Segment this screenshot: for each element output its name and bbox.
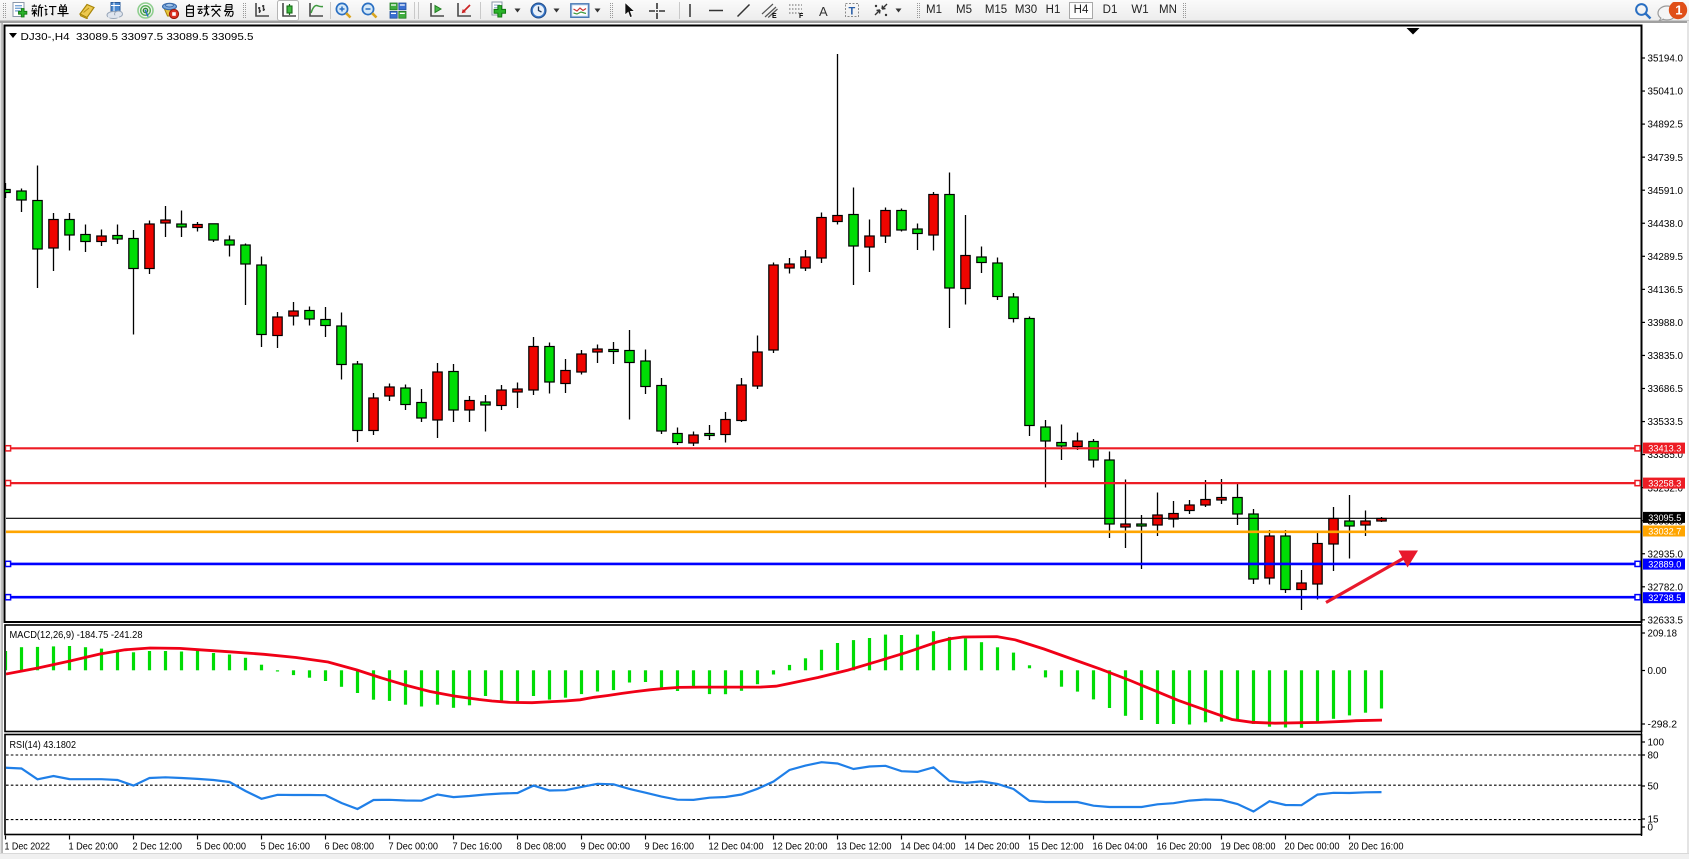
svg-text:5 Dec 00:00: 5 Dec 00:00: [197, 842, 247, 853]
svg-text:34739.5: 34739.5: [1648, 153, 1684, 164]
svg-text:34136.5: 34136.5: [1648, 285, 1684, 296]
svg-text:8 Dec 08:00: 8 Dec 08:00: [517, 842, 567, 853]
svg-text:2 Dec 12:00: 2 Dec 12:00: [133, 842, 183, 853]
svg-text:209.18: 209.18: [1648, 629, 1678, 640]
svg-text:12 Dec 04:00: 12 Dec 04:00: [709, 842, 764, 853]
svg-text:13 Dec 12:00: 13 Dec 12:00: [837, 842, 892, 853]
svg-text:34892.5: 34892.5: [1648, 120, 1684, 131]
svg-text:32889.0: 32889.0: [1648, 560, 1681, 571]
svg-text:9 Dec 16:00: 9 Dec 16:00: [645, 842, 695, 853]
svg-text:33095.5: 33095.5: [1648, 513, 1681, 524]
svg-text:33258.3: 33258.3: [1648, 479, 1681, 490]
svg-text:7 Dec 00:00: 7 Dec 00:00: [389, 842, 439, 853]
svg-text:-298.2: -298.2: [1648, 720, 1678, 731]
svg-text:32782.0: 32782.0: [1648, 582, 1684, 593]
svg-text:DJ30-,H4 33089.5 33097.5 3308: DJ30-,H4 33089.5 33097.5 33089.5 33095.5: [21, 31, 254, 43]
svg-text:34289.5: 34289.5: [1648, 252, 1684, 263]
svg-text:20 Dec 00:00: 20 Dec 00:00: [1285, 842, 1340, 853]
svg-text:14 Dec 04:00: 14 Dec 04:00: [901, 842, 956, 853]
svg-text:0: 0: [1648, 823, 1654, 834]
svg-text:16 Dec 20:00: 16 Dec 20:00: [1157, 842, 1212, 853]
svg-text:E: E: [772, 13, 777, 19]
svg-text:34591.0: 34591.0: [1648, 186, 1684, 197]
svg-text:7 Dec 16:00: 7 Dec 16:00: [453, 842, 503, 853]
svg-text:5 Dec 16:00: 5 Dec 16:00: [261, 842, 311, 853]
svg-text:33032.7: 33032.7: [1648, 527, 1681, 538]
svg-text:6 Dec 08:00: 6 Dec 08:00: [325, 842, 375, 853]
svg-text:35041.0: 35041.0: [1648, 87, 1684, 98]
svg-text:12 Dec 20:00: 12 Dec 20:00: [773, 842, 828, 853]
svg-text:15 Dec 12:00: 15 Dec 12:00: [1029, 842, 1084, 853]
svg-text:A: A: [819, 4, 828, 19]
svg-text:35194.0: 35194.0: [1648, 54, 1684, 65]
svg-text:14 Dec 20:00: 14 Dec 20:00: [965, 842, 1020, 853]
svg-text:20 Dec 16:00: 20 Dec 16:00: [1349, 842, 1404, 853]
svg-text:33533.5: 33533.5: [1648, 417, 1684, 428]
svg-text:15: 15: [1648, 815, 1659, 826]
svg-text:32633.5: 32633.5: [1648, 615, 1684, 626]
svg-text:33835.0: 33835.0: [1648, 351, 1684, 362]
svg-text:9 Dec 00:00: 9 Dec 00:00: [581, 842, 631, 853]
svg-text:34438.0: 34438.0: [1648, 219, 1684, 230]
svg-text:0.00: 0.00: [1648, 666, 1667, 677]
svg-text:MACD(12,26,9) -184.75 -241.28: MACD(12,26,9) -184.75 -241.28: [10, 629, 143, 641]
svg-text:80: 80: [1648, 751, 1659, 762]
svg-text:RSI(14) 43.1802: RSI(14) 43.1802: [10, 739, 77, 751]
svg-text:33686.5: 33686.5: [1648, 384, 1684, 395]
svg-text:16 Dec 04:00: 16 Dec 04:00: [1093, 842, 1148, 853]
svg-text:50: 50: [1648, 782, 1659, 793]
svg-text:19 Dec 08:00: 19 Dec 08:00: [1221, 842, 1276, 853]
svg-text:33232.0: 33232.0: [1648, 483, 1684, 494]
svg-text:F: F: [799, 13, 804, 19]
svg-text:33413.3: 33413.3: [1648, 444, 1681, 455]
svg-text:32738.5: 32738.5: [1648, 593, 1681, 604]
svg-text:1: 1: [1675, 3, 1682, 18]
svg-text:33988.0: 33988.0: [1648, 318, 1684, 329]
svg-text:32935.0: 32935.0: [1648, 549, 1684, 560]
svg-text:33385.0: 33385.0: [1648, 450, 1684, 461]
svg-text:1 Dec 20:00: 1 Dec 20:00: [69, 842, 119, 853]
svg-text:100: 100: [1648, 738, 1665, 749]
svg-text:T: T: [849, 6, 856, 18]
svg-text:1 Dec 2022: 1 Dec 2022: [5, 842, 51, 853]
